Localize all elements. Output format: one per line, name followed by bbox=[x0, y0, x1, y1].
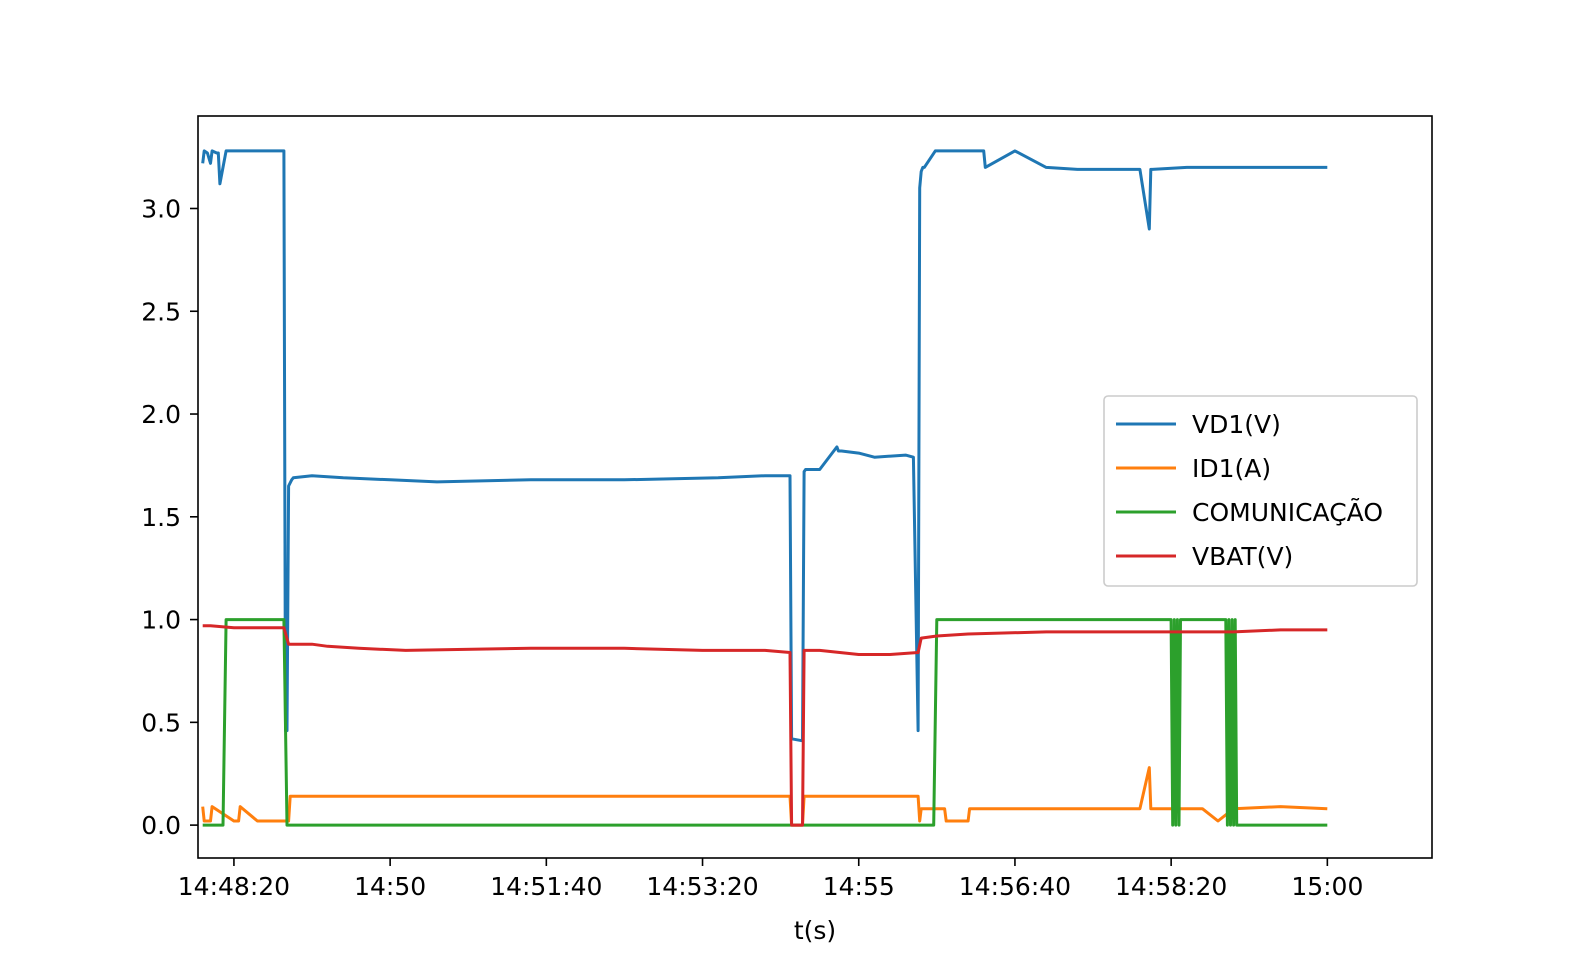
legend-label: COMUNICAÇÃO bbox=[1192, 497, 1383, 527]
y-tick-label: 0.0 bbox=[141, 811, 181, 840]
y-tick-label: 0.5 bbox=[141, 708, 181, 737]
x-tick-label: 14:50 bbox=[354, 872, 426, 901]
x-tick-label: 14:58:20 bbox=[1115, 872, 1227, 901]
x-tick-label: 14:56:40 bbox=[959, 872, 1071, 901]
x-tick-label: 15:00 bbox=[1291, 872, 1363, 901]
legend-label: ID1(A) bbox=[1192, 454, 1271, 483]
legend-label: VBAT(V) bbox=[1192, 542, 1293, 571]
y-tick-label: 3.0 bbox=[141, 194, 181, 223]
series-line-1 bbox=[201, 766, 1328, 827]
x-axis-label: t(s) bbox=[794, 916, 836, 945]
series-layer bbox=[201, 149, 1328, 827]
series-line-3 bbox=[202, 624, 1328, 827]
legend-label: VD1(V) bbox=[1192, 410, 1281, 439]
x-tick-label: 14:53:20 bbox=[646, 872, 758, 901]
series-line-2 bbox=[202, 618, 1328, 827]
y-tick-label: 2.0 bbox=[141, 400, 181, 429]
y-tick-label: 1.5 bbox=[141, 503, 181, 532]
x-tick-label: 14:51:40 bbox=[490, 872, 602, 901]
x-tick-label: 14:55 bbox=[823, 872, 895, 901]
x-tick-label: 14:48:20 bbox=[178, 872, 290, 901]
legend-box bbox=[1103, 395, 1418, 587]
y-axis: 0.0 0.5 1.0 1.5 2.0 2.5 3.0 bbox=[141, 194, 198, 840]
y-tick-label: 1.0 bbox=[141, 606, 181, 635]
y-tick-label: 2.5 bbox=[141, 297, 181, 326]
legend: VD1(V) ID1(A) COMUNICAÇÃO VBAT(V) bbox=[1103, 395, 1418, 587]
plot-frame bbox=[197, 115, 1433, 859]
x-axis: 14:48:20 14:50 14:51:40 14:53:20 14:55 14:56:… bbox=[178, 858, 1363, 901]
